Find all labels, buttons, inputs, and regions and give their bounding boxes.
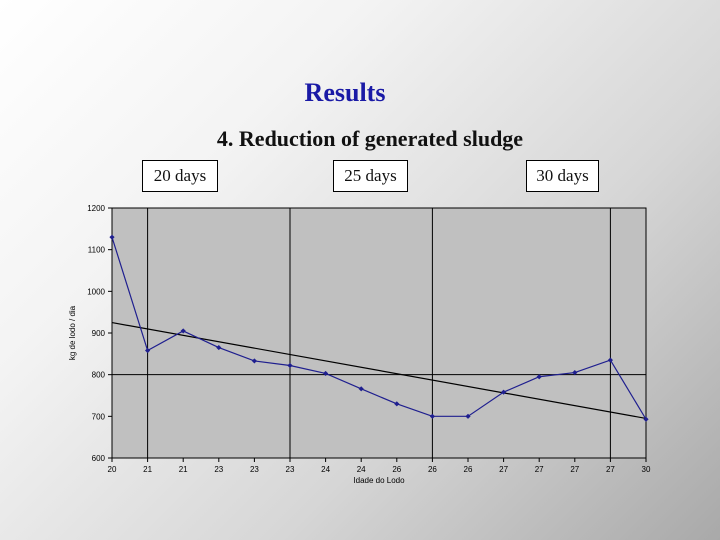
series-line xyxy=(111,236,647,420)
x-tick-label: 23 xyxy=(214,465,223,474)
y-tick-label: 600 xyxy=(92,454,106,463)
data-point xyxy=(358,386,364,392)
data-point xyxy=(251,358,257,364)
x-tick-label: 27 xyxy=(535,465,544,474)
data-point xyxy=(607,357,613,363)
label-20-days: 20 days xyxy=(142,160,218,192)
data-point xyxy=(572,369,578,376)
x-tick-label: 24 xyxy=(321,465,330,474)
x-tick-label: 21 xyxy=(179,465,188,474)
data-point xyxy=(323,370,329,377)
x-tick-label: 21 xyxy=(143,465,152,474)
y-tick-label: 700 xyxy=(92,412,106,421)
data-point xyxy=(216,344,222,351)
y-tick-label: 900 xyxy=(92,329,106,338)
x-tick-label: 26 xyxy=(464,465,473,474)
data-point xyxy=(536,374,542,380)
data-point xyxy=(109,234,115,240)
plot-area xyxy=(111,207,647,459)
y-tick-label: 1200 xyxy=(87,204,105,213)
label-25-days: 25 days xyxy=(333,160,408,192)
data-point xyxy=(180,328,186,334)
trend-line xyxy=(111,321,647,420)
data-point xyxy=(465,413,471,419)
x-tick-label: 24 xyxy=(357,465,366,474)
y-tick-label: 1000 xyxy=(87,287,105,296)
data-point xyxy=(501,389,507,395)
data-point xyxy=(643,416,649,422)
label-30-days: 30 days xyxy=(526,160,599,192)
x-tick-label: 26 xyxy=(428,465,437,474)
data-point xyxy=(394,401,400,407)
x-tick-label: 23 xyxy=(286,465,295,474)
x-tick-label: 30 xyxy=(642,465,651,474)
y-tick-label: 800 xyxy=(92,371,106,380)
x-tick-label: 23 xyxy=(250,465,259,474)
x-tick-label: 26 xyxy=(392,465,401,474)
x-axis-label: Idade do Lodo xyxy=(353,476,405,485)
slide-title: Results xyxy=(304,78,386,107)
data-point xyxy=(145,347,151,354)
y-axis-label: kg de lodo / dia xyxy=(68,305,77,360)
x-tick-label: 27 xyxy=(499,465,508,474)
y-tick-label: 1100 xyxy=(88,246,106,255)
x-tick-label: 27 xyxy=(570,465,579,474)
data-point xyxy=(287,362,293,369)
data-point xyxy=(429,413,435,419)
slide-subtitle: 4. Reduction of generated sludge xyxy=(216,126,524,151)
x-tick-label: 27 xyxy=(606,465,615,474)
x-tick-label: 20 xyxy=(108,465,117,474)
